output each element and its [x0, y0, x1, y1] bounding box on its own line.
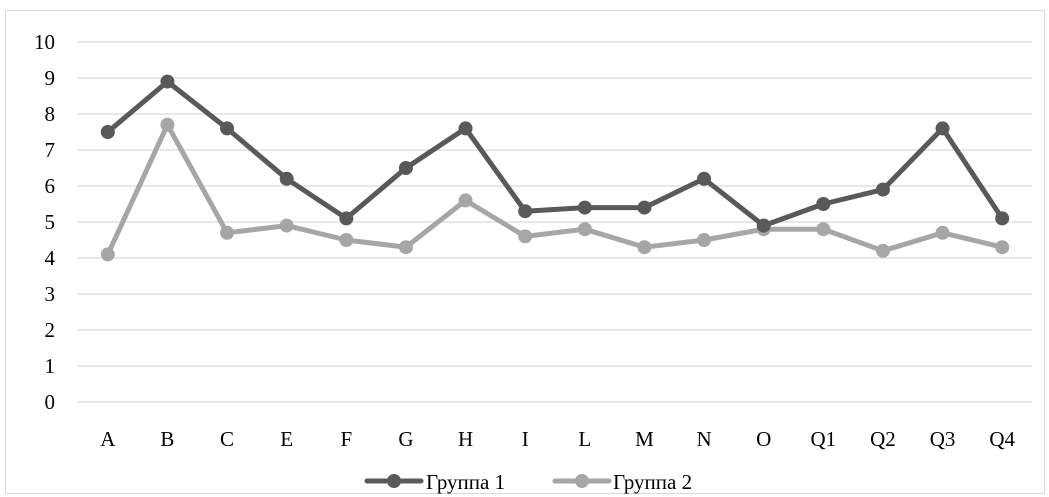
data-point	[100, 125, 115, 139]
data-point	[995, 240, 1010, 255]
x-tick-label: E	[280, 427, 293, 451]
x-tick-label: Q3	[930, 427, 956, 451]
data-point	[279, 171, 294, 186]
x-tick-label: F	[340, 427, 352, 451]
x-tick-label: Q2	[870, 427, 896, 451]
y-tick-label: 2	[45, 318, 56, 342]
data-point	[160, 74, 175, 89]
data-point	[220, 121, 235, 136]
series-2	[100, 117, 1010, 262]
legend: Группа 1 Группа 2	[364, 470, 692, 494]
x-tick-label: Q1	[810, 427, 836, 451]
data-point	[637, 200, 652, 215]
data-point	[697, 233, 712, 247]
y-tick-label: 10	[34, 30, 55, 54]
x-axis-tick-labels: A B C E F G H I L M N O Q1 Q2 Q3 Q4	[100, 427, 1015, 451]
data-point	[816, 222, 831, 237]
data-point	[577, 222, 592, 237]
y-tick-label: 5	[45, 210, 56, 234]
data-point	[637, 240, 652, 255]
legend-item-1: Группа 1	[364, 470, 505, 494]
x-tick-label: H	[458, 427, 473, 451]
data-point	[339, 211, 354, 226]
legend-marker	[387, 474, 401, 488]
data-point	[816, 197, 831, 211]
x-tick-label: A	[100, 427, 116, 451]
series-lines	[100, 74, 1010, 262]
data-point	[398, 240, 413, 255]
y-tick-label: 7	[45, 138, 56, 162]
data-point	[518, 204, 533, 219]
series-1	[100, 74, 1010, 233]
data-point	[875, 243, 890, 258]
series-line	[105, 122, 1005, 257]
x-tick-label: O	[756, 427, 771, 451]
legend-marker	[575, 474, 589, 488]
y-tick-label: 3	[45, 282, 56, 306]
data-point	[160, 117, 175, 132]
y-tick-label: 4	[45, 246, 56, 270]
x-tick-label: L	[578, 427, 591, 451]
data-point	[995, 211, 1010, 226]
x-tick-label: B	[160, 427, 174, 451]
y-tick-label: 9	[45, 66, 56, 90]
y-axis-tick-labels: 0 1 2 3 4 5 6 7 8 9 10	[34, 30, 56, 414]
data-point	[220, 225, 235, 240]
data-point	[458, 193, 473, 208]
x-tick-label: I	[522, 427, 529, 451]
legend-item-2: Группа 2	[552, 470, 692, 494]
x-tick-label: M	[635, 427, 654, 451]
data-point	[577, 200, 592, 215]
data-point	[756, 218, 771, 233]
x-tick-label: N	[696, 427, 711, 451]
data-point	[339, 233, 354, 247]
data-point	[458, 121, 473, 136]
y-tick-label: 0	[45, 390, 56, 414]
y-tick-label: 6	[45, 174, 56, 198]
x-tick-label: C	[220, 427, 234, 451]
x-tick-label: Q4	[989, 427, 1015, 451]
data-point	[279, 218, 294, 233]
data-point	[100, 247, 115, 262]
y-tick-label: 8	[45, 102, 56, 126]
series-line	[105, 79, 1005, 229]
legend-label: Группа 1	[426, 470, 505, 494]
data-point	[398, 161, 413, 175]
y-tick-label: 1	[45, 354, 56, 378]
data-point	[935, 225, 950, 240]
data-point	[697, 171, 712, 186]
legend-label: Группа 2	[613, 470, 692, 494]
gridlines	[78, 41, 1032, 403]
data-point	[875, 182, 890, 197]
x-tick-label: G	[398, 427, 413, 451]
data-point	[518, 229, 533, 244]
data-point	[935, 121, 950, 136]
